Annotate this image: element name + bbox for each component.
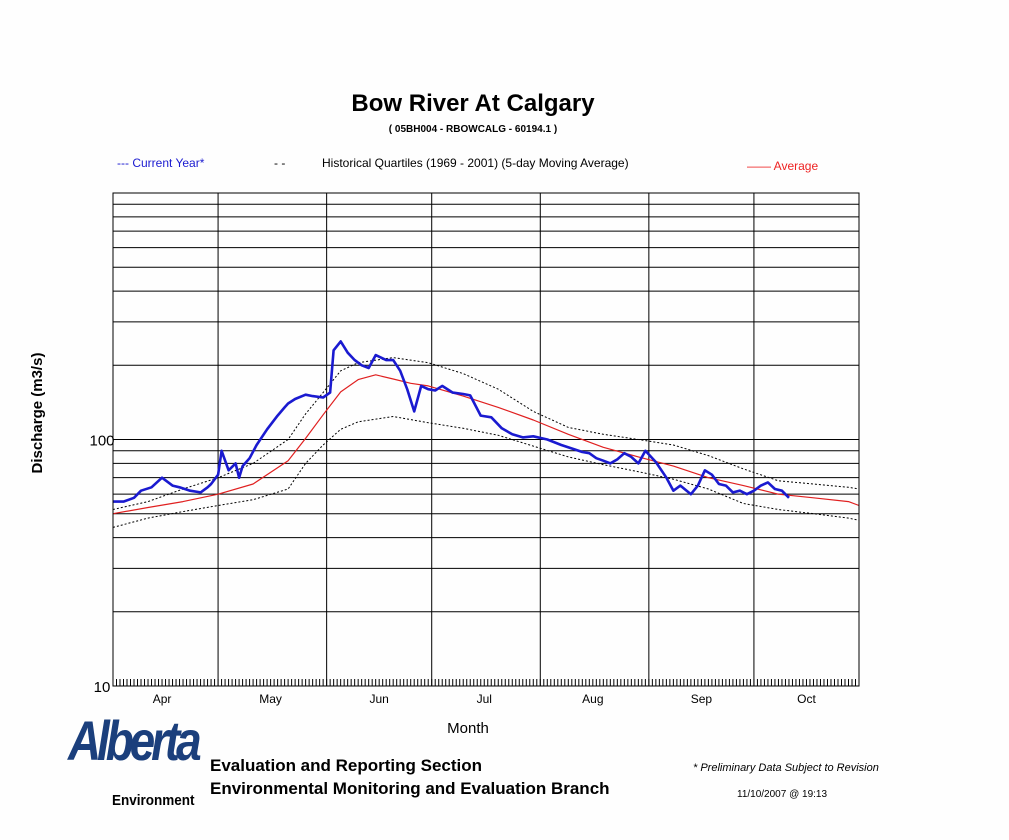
x-tick-label: Jul — [477, 692, 492, 706]
x-axis-title: Month — [447, 720, 489, 737]
current-year-line — [113, 340, 790, 503]
x-tick-label: Sep — [691, 692, 713, 706]
y-tick-label: 10 — [94, 679, 111, 696]
day-ticks — [112, 679, 860, 686]
average-line — [112, 374, 860, 515]
chart-title: Bow River At Calgary — [351, 90, 595, 117]
alberta-logo-subtitle: Environment — [112, 792, 195, 809]
footer-branch: Environmental Monitoring and Evaluation … — [210, 779, 610, 798]
legend-quartiles: Historical Quartiles (1969 - 2001) (5-da… — [322, 156, 629, 170]
plot-grid — [113, 193, 859, 686]
footer-section: Evaluation and Reporting Section — [210, 756, 483, 775]
lower-quartile-line — [112, 416, 860, 528]
y-tick-labels: 10 100 — [89, 433, 114, 697]
timestamp: 11/10/2007 @ 19:13 — [737, 789, 828, 800]
x-tick-label: May — [259, 692, 282, 706]
legend-quartiles-marker: - - — [274, 156, 286, 170]
x-tick-label: Apr — [153, 692, 172, 706]
alberta-logo: Alberta — [68, 709, 202, 772]
x-tick-label: Aug — [582, 692, 603, 706]
legend-current-year: --- Current Year* — [117, 156, 205, 170]
series-layer — [112, 340, 860, 528]
y-axis-title: Discharge (m3/s) — [29, 353, 46, 474]
x-tick-labels: Apr May Jun Jul Aug Sep Oct — [153, 692, 817, 706]
y-tick-label: 100 — [89, 433, 114, 450]
legend-average: —— Average — [747, 159, 819, 173]
preliminary-note: * Preliminary Data Subject to Revision — [693, 762, 879, 774]
x-tick-label: Jun — [369, 692, 388, 706]
plot-frame — [112, 192, 860, 687]
x-tick-label: Oct — [797, 692, 816, 706]
chart-subtitle: ( 05BH004 - RBOWCALG - 60194.1 ) — [388, 124, 558, 135]
